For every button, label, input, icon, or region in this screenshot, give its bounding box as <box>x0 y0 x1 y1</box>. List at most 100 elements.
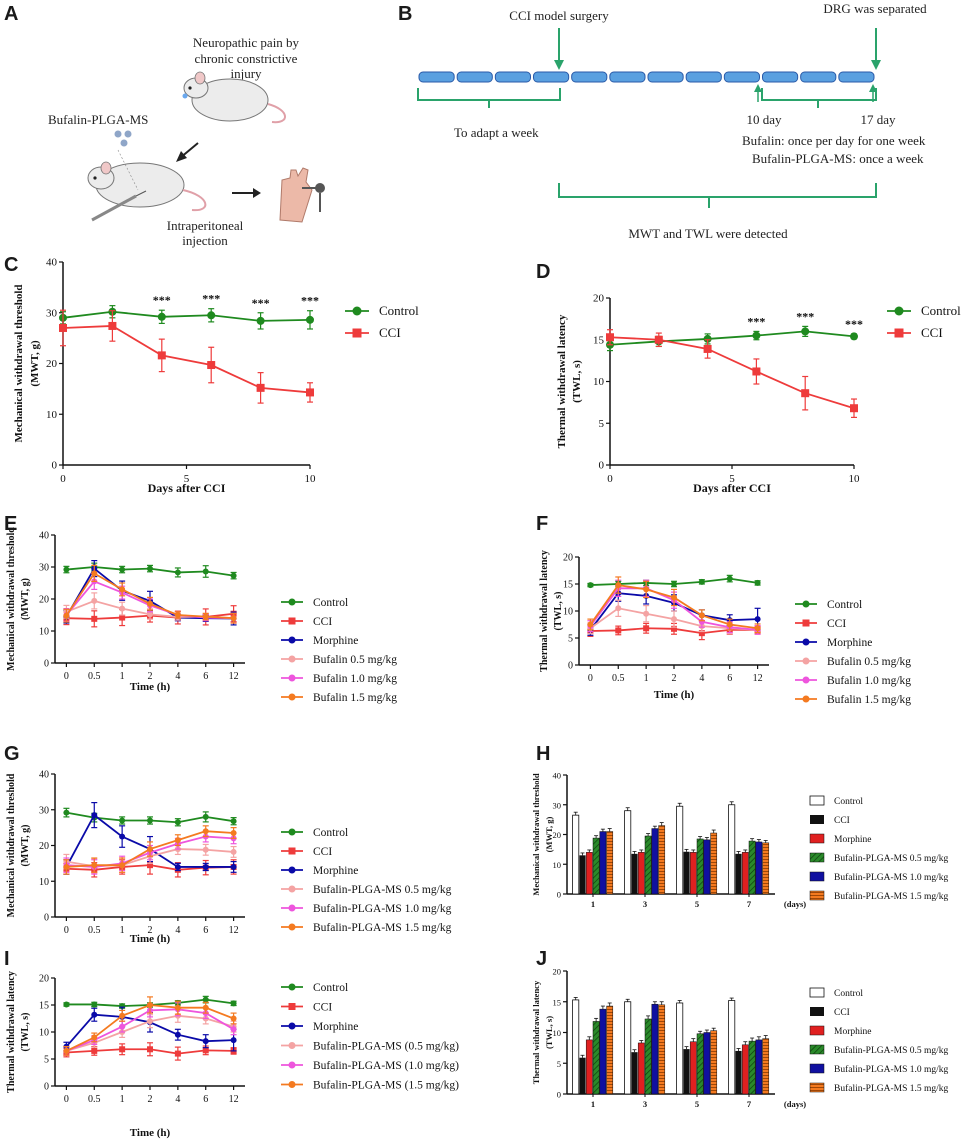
bar <box>810 1007 824 1016</box>
y-tick-label: 0 <box>44 659 49 670</box>
data-point <box>147 600 153 607</box>
bar <box>809 890 825 901</box>
data-point <box>703 334 712 343</box>
bar <box>810 815 824 824</box>
data-point <box>288 1022 296 1030</box>
x-tick-label: 4 <box>175 925 180 936</box>
data-point <box>157 351 166 360</box>
data-point <box>671 616 677 623</box>
data-point <box>654 335 663 344</box>
bar <box>676 1002 684 1095</box>
panel-label-h: H <box>536 743 550 765</box>
data-point <box>157 312 166 321</box>
legend-label: Control <box>313 982 348 994</box>
significance-label: *** <box>845 317 863 331</box>
data-point <box>703 344 712 353</box>
timeline-segment <box>762 71 799 83</box>
y-tick-label: 10 <box>39 627 49 638</box>
y-tick-label: 20 <box>46 358 58 370</box>
y-tick-label: 20 <box>39 595 49 606</box>
y-tick-label: 10 <box>593 376 605 388</box>
data-point <box>91 1034 98 1041</box>
data-point <box>671 594 677 601</box>
data-point <box>754 616 761 623</box>
data-point <box>288 1003 296 1010</box>
data-point <box>288 655 296 663</box>
data-point <box>606 333 614 342</box>
data-point <box>230 1026 237 1033</box>
data-point <box>174 569 181 576</box>
timeline-bufalin-label: Bufalin: once per day for one week <box>742 133 926 148</box>
schematic-route-line2: injection <box>182 233 228 248</box>
bar <box>599 1008 607 1095</box>
bar <box>809 987 825 998</box>
data-point <box>288 866 296 874</box>
bar <box>809 871 825 882</box>
timeline-segment <box>456 71 493 83</box>
data-point <box>119 1023 126 1030</box>
legend-label: Bufalin-PLGA-MS 1.0 mg/kg <box>834 872 949 883</box>
bar <box>735 853 742 894</box>
data-point <box>202 568 209 575</box>
data-point <box>802 619 810 627</box>
data-point <box>802 676 810 684</box>
legend-label: Bufalin-PLGA-MS 0.5 mg/kg <box>834 1045 949 1056</box>
data-point <box>91 1047 98 1054</box>
data-point <box>202 1038 209 1045</box>
panel-label-c: C <box>4 254 18 276</box>
bar <box>710 832 718 895</box>
schematic-title-line1: Neuropathic pain by <box>193 35 300 50</box>
legend-label: Morphine <box>313 1021 358 1033</box>
data-point <box>91 812 98 819</box>
data-point <box>91 862 98 869</box>
legend-label: Bufalin-PLGA-MS 1.5 mg/kg <box>834 1083 949 1094</box>
data-point <box>108 321 117 330</box>
x-tick-label: 2 <box>148 925 153 936</box>
data-point <box>147 611 153 618</box>
mouse-illustration-bottom <box>87 149 207 222</box>
data-point <box>202 1004 209 1011</box>
bar <box>696 1033 704 1095</box>
x-tick-label: 2 <box>672 673 677 684</box>
bar <box>651 1003 659 1095</box>
data-point <box>288 1061 296 1069</box>
y-tick-label: 40 <box>553 771 562 781</box>
x-tick-label: 12 <box>229 671 239 682</box>
x-tick-label: 3 <box>643 899 647 909</box>
bar <box>748 840 756 895</box>
legend-label: Bufalin-PLGA-MS 0.5 mg/kg <box>313 884 452 896</box>
data-point <box>174 1050 181 1057</box>
bar <box>624 1001 632 1095</box>
data-point <box>174 863 181 870</box>
y-tick-label: 40 <box>39 770 49 781</box>
timeline-adapt-label: To adapt a week <box>454 125 539 140</box>
data-point <box>643 625 650 632</box>
y-axis-label: Mechanical withdrawal threshold <box>6 527 17 671</box>
legend-label: Morphine <box>834 835 871 845</box>
y-tick-label: 0 <box>568 661 573 672</box>
x-tick-label: 5 <box>695 899 699 909</box>
y-axis-label: (TWL, s) <box>553 592 564 631</box>
y-tick-label: 0 <box>52 460 58 472</box>
data-point <box>119 833 126 840</box>
data-point <box>230 1015 237 1022</box>
bar <box>809 1063 825 1074</box>
x-tick-label: 0.5 <box>88 1094 101 1105</box>
series-line <box>62 310 311 322</box>
data-point <box>288 904 296 912</box>
bar <box>762 1038 770 1095</box>
data-point <box>91 1001 98 1008</box>
y-tick-label: 30 <box>39 563 49 574</box>
legend-label: Bufalin-PLGA-MS 0.5 mg/kg <box>834 853 949 864</box>
legend-label: CCI <box>827 618 846 630</box>
timeline-dissection-label: DRG was separated <box>823 1 927 16</box>
x-tick-label: 6 <box>203 1094 208 1105</box>
timeline-detect-label: MWT and TWL were detected <box>628 226 788 241</box>
data-point <box>615 627 622 634</box>
data-point <box>91 615 98 622</box>
data-point <box>894 306 904 316</box>
bar <box>651 828 659 895</box>
data-point <box>119 862 126 869</box>
data-point <box>306 388 314 397</box>
